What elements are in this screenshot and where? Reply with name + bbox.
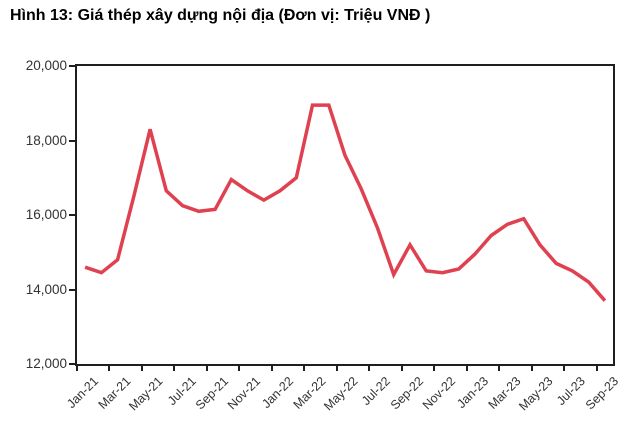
x-tick-label: Mar-21 xyxy=(95,374,134,412)
x-tick-label: Sep-21 xyxy=(192,374,231,413)
plot-area xyxy=(75,64,615,366)
x-tick-label: Mar-22 xyxy=(290,374,329,412)
x-tick-mark xyxy=(595,366,598,371)
x-tick-label: Nov-22 xyxy=(419,374,459,413)
x-tick-label: Sep-22 xyxy=(387,374,426,413)
x-tick-mark xyxy=(140,366,143,371)
y-tick-mark xyxy=(69,65,75,67)
x-tick-mark xyxy=(108,366,111,371)
x-tick-label: Nov-21 xyxy=(225,374,264,413)
x-tick-mark xyxy=(238,366,241,371)
x-tick-mark xyxy=(270,366,273,371)
price-line-series xyxy=(84,103,607,302)
x-tick-label: Mar-23 xyxy=(485,374,524,412)
y-tick-label: 18,000 xyxy=(25,132,67,148)
y-tick-mark xyxy=(69,214,75,216)
price-polyline xyxy=(84,103,607,302)
x-tick-mark xyxy=(173,366,176,371)
x-tick-label: May-23 xyxy=(516,374,556,414)
x-tick-mark xyxy=(76,366,78,371)
y-tick-mark xyxy=(69,288,75,291)
x-tick-mark xyxy=(400,366,403,371)
x-tick-label: May-22 xyxy=(321,374,361,414)
x-tick-mark xyxy=(433,366,436,371)
y-tick-label: 14,000 xyxy=(25,281,67,297)
x-tick-mark xyxy=(303,366,306,371)
x-tick-mark xyxy=(205,366,208,371)
y-tick-mark xyxy=(69,139,75,142)
x-tick-label: Jan-23 xyxy=(453,374,491,411)
y-tick-label: 12,000 xyxy=(25,356,67,371)
x-tick-mark xyxy=(530,366,533,371)
x-tick-mark xyxy=(368,366,371,371)
y-tick-label: 16,000 xyxy=(25,207,67,222)
y-tick-mark xyxy=(69,363,75,365)
x-tick-mark xyxy=(465,366,468,371)
x-tick-label: Jan-21 xyxy=(64,374,102,411)
x-tick-label: Sep-23 xyxy=(582,374,621,413)
x-tick-mark xyxy=(563,366,566,371)
x-tick-mark xyxy=(335,366,338,371)
x-tick-label: Jan-22 xyxy=(258,374,296,411)
x-tick-mark xyxy=(498,366,501,371)
y-tick-label: 20,000 xyxy=(25,58,67,73)
x-tick-label: May-21 xyxy=(126,374,166,414)
chart-title: Hình 13: Giá thép xây dựng nội địa (Đơn … xyxy=(10,7,431,24)
